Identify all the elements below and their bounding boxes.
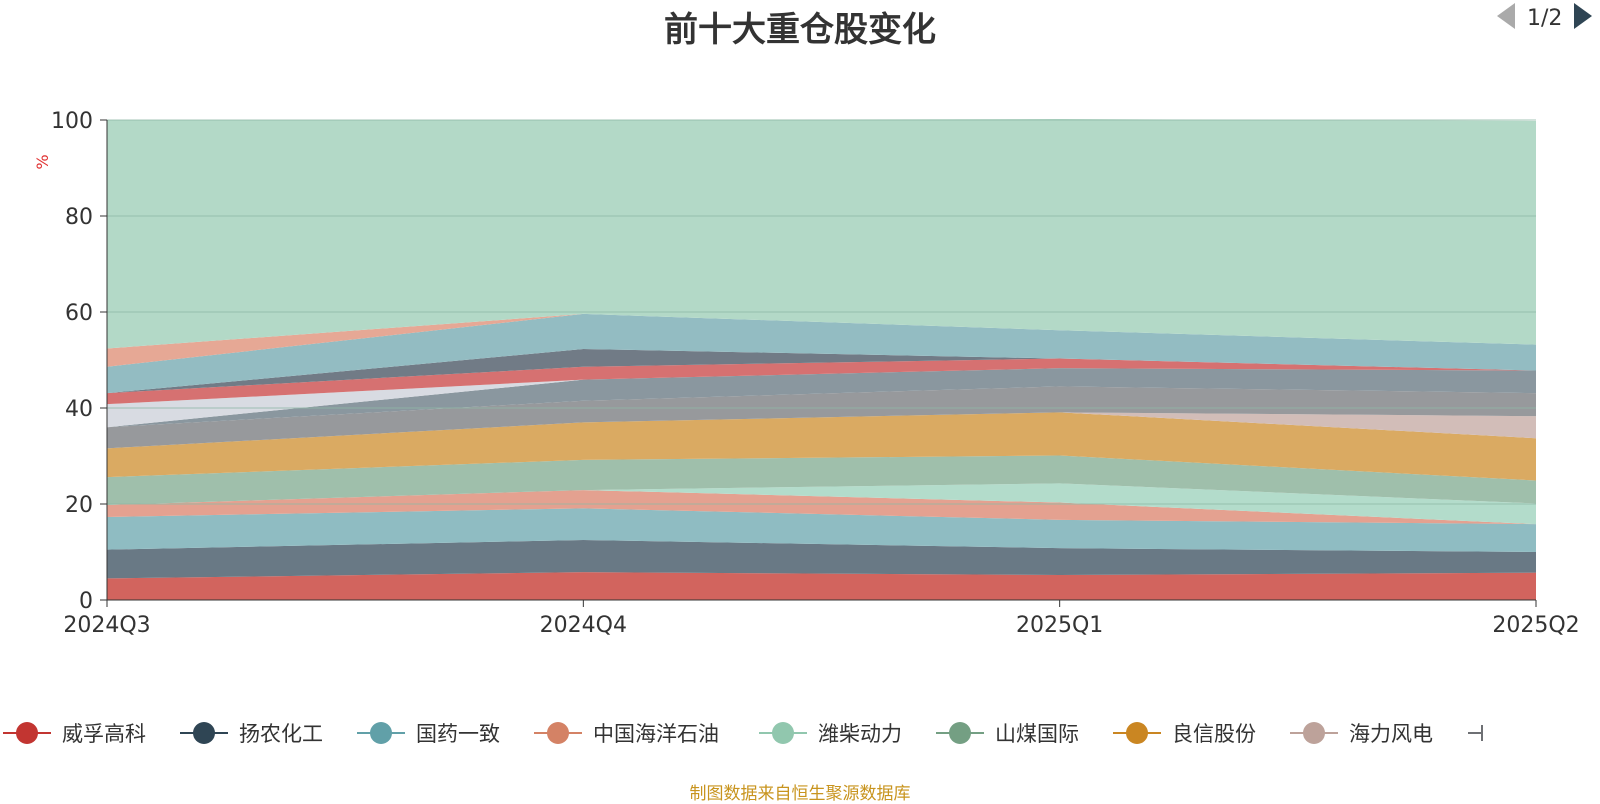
legend-label: 良信股份: [1172, 722, 1256, 746]
x-tick-label: 2024Q3: [63, 613, 150, 638]
legend-item[interactable]: 山煤国际: [935, 715, 1079, 751]
area-series-8: [107, 386, 1536, 449]
legend-marker-icon: [180, 722, 228, 744]
legend-marker-icon: [759, 722, 807, 744]
legend-item[interactable]: 中国海洋石油: [533, 715, 719, 751]
grid-lines: [107, 119, 1536, 505]
y-tick-label: 80: [65, 205, 93, 230]
area-series-7: [107, 412, 1536, 449]
y-tick-label: 60: [65, 301, 93, 326]
legend-item[interactable]: 扬农化工: [179, 715, 323, 751]
area-series-9: [107, 368, 1536, 428]
legend-marker-icon: [3, 722, 51, 744]
x-tick-label: 2024Q4: [540, 613, 627, 638]
y-axis-unit-label: %: [33, 154, 52, 169]
legend-label: 国药一致: [416, 722, 500, 746]
legend-marker-icon: [534, 722, 582, 744]
area-series-6: [107, 412, 1536, 481]
legend-marker-icon: [936, 722, 984, 744]
legend-item[interactable]: 威孚高科: [2, 715, 146, 751]
area-series-12: [107, 348, 1536, 394]
triangle-left-icon[interactable]: [1495, 1, 1517, 35]
area-series-group: [107, 119, 1536, 600]
legend-marker-icon: [1113, 722, 1161, 744]
area-series-2: [107, 508, 1536, 552]
area-series-3: [107, 490, 1536, 525]
legend-overflow-marker-icon: [1468, 725, 1483, 741]
area-series-1: [107, 540, 1536, 579]
y-tick-label: 40: [65, 397, 93, 422]
legend-marker-icon: [1290, 722, 1338, 744]
legend-label: 海力风电: [1349, 722, 1433, 746]
legend-item[interactable]: 良信股份: [1112, 715, 1256, 751]
area-series-13: [107, 313, 1536, 394]
y-tick-label: 100: [51, 109, 93, 134]
legend-marker-icon: [357, 722, 405, 744]
legend-item[interactable]: 海力风电: [1289, 715, 1433, 751]
axes: 0 20 40 60 80 100 2024Q3 2024Q4 2025Q1 2025Q2: [51, 109, 1580, 638]
legend-label: 扬农化工: [239, 722, 323, 746]
area-series-5: [107, 455, 1536, 505]
legend-page-indicator: 1/2: [1527, 5, 1563, 31]
legend-label: 潍柴动力: [818, 722, 902, 746]
y-tick-label: 20: [65, 493, 93, 518]
data-source-note: 制图数据来自恒生聚源数据库: [689, 784, 911, 804]
y-tick-label: 0: [79, 589, 93, 614]
legend-pager: 1/2: [1495, 0, 1594, 36]
legend-label: 山煤国际: [995, 722, 1079, 746]
area-series-14: [107, 313, 1536, 367]
triangle-right-icon[interactable]: [1572, 1, 1594, 35]
legend-label: 威孚高科: [62, 722, 146, 746]
area-series-11: [107, 358, 1536, 405]
chart-title: 前十大重仓股变化: [664, 10, 936, 50]
area-series-10: [107, 368, 1536, 428]
x-tick-label: 2025Q2: [1492, 613, 1579, 638]
legend-label: 中国海洋石油: [593, 722, 719, 746]
area-series-4: [107, 483, 1536, 525]
area-series-15: [107, 119, 1536, 349]
x-tick-label: 2025Q1: [1016, 613, 1103, 638]
area-series-0: [107, 572, 1536, 600]
legend: 威孚高科 扬农化工 国药一致 中国海洋石油 潍柴动力 山煤国际 良信股份 海力风电: [0, 715, 1600, 751]
legend-item[interactable]: 潍柴动力: [758, 715, 902, 751]
legend-item[interactable]: 国药一致: [356, 715, 500, 751]
